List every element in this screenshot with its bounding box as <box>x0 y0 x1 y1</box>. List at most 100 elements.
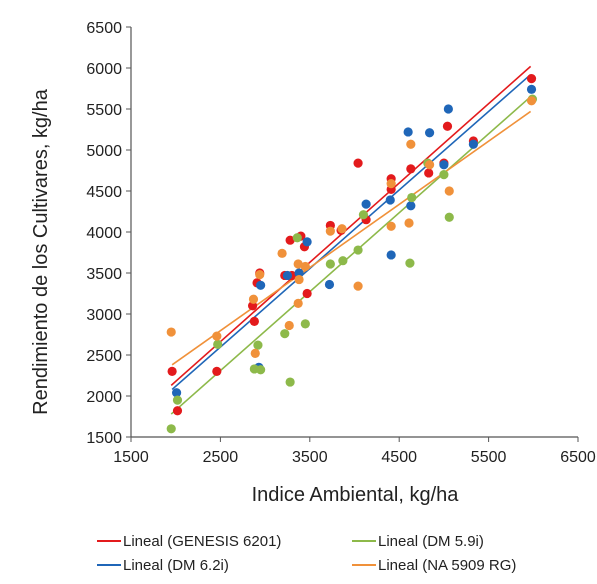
point-dm-5-9i <box>439 170 449 180</box>
y-tick-label: 2500 <box>86 348 122 365</box>
trend-line-dm-5-9i <box>170 96 532 415</box>
point-na-5909-rg <box>293 259 303 269</box>
point-dm-6-2i <box>424 128 435 138</box>
legend-label-na-5909-rg: Lineal (NA 5909 RG) <box>378 557 516 574</box>
point-na-5909-rg <box>166 327 176 337</box>
point-na-5909-rg <box>300 261 310 272</box>
legend: Lineal (GENESIS 6201) Lineal (DM 6.2i) Lin… <box>97 533 516 574</box>
y-tick-label: 3000 <box>86 307 122 324</box>
point-dm-5-9i <box>253 340 263 350</box>
legend-label-dm-5-9i: Lineal (DM 5.9i) <box>378 533 484 550</box>
point-dm-6-2i <box>468 139 479 149</box>
point-dm-6-2i <box>403 127 413 137</box>
point-dm-6-2i <box>171 388 182 398</box>
x-tick-label: 4500 <box>381 449 417 466</box>
x-tick-label: 2500 <box>203 449 239 466</box>
y-tick-label: 6500 <box>86 20 122 37</box>
y-tick-label: 3500 <box>86 266 122 283</box>
point-genesis-6201 <box>442 121 453 131</box>
point-dm-5-9i <box>405 258 415 268</box>
point-dm-5-9i <box>325 259 335 269</box>
point-dm-5-9i <box>280 329 290 339</box>
point-dm-5-9i <box>256 365 266 375</box>
point-genesis-6201 <box>249 316 259 326</box>
trend-lines <box>170 65 532 415</box>
point-dm-6-2i <box>256 280 266 290</box>
point-dm-5-9i <box>172 395 183 405</box>
trend-line-na-5909-rg <box>171 110 532 366</box>
point-dm-6-2i <box>386 250 396 260</box>
point-dm-6-2i <box>526 84 537 94</box>
axes <box>130 27 578 438</box>
x-axis-label: Indice Ambiental, kg/ha <box>252 484 460 506</box>
point-dm-5-9i <box>353 245 363 255</box>
point-na-5909-rg <box>526 96 537 106</box>
point-dm-5-9i <box>300 319 310 329</box>
point-na-5909-rg <box>284 320 294 331</box>
x-tick-label: 3500 <box>292 449 328 466</box>
point-na-5909-rg <box>406 139 416 149</box>
point-dm-5-9i <box>213 339 223 349</box>
point-genesis-6201 <box>424 168 434 178</box>
point-dm-5-9i <box>292 233 302 243</box>
y-tick-label: 4500 <box>86 184 122 201</box>
y-tick-label: 1500 <box>86 430 122 447</box>
point-genesis-6201 <box>302 288 312 299</box>
point-dm-6-2i <box>406 201 416 211</box>
legend-label-genesis-6201: Lineal (GENESIS 6201) <box>123 533 281 550</box>
legend-label-dm-6-2i: Lineal (DM 6.2i) <box>123 557 229 574</box>
point-na-5909-rg <box>424 160 435 170</box>
y-tick-label: 5500 <box>86 102 122 119</box>
y-tick-label: 5000 <box>86 143 122 160</box>
y-tick-labels: 1500 2000 2500 3000 3500 4000 4500 5000 5500 6000… <box>86 20 131 447</box>
point-genesis-6201 <box>526 74 537 84</box>
point-dm-6-2i <box>439 160 449 170</box>
y-tick-label: 2000 <box>86 389 122 406</box>
point-na-5909-rg <box>212 331 222 341</box>
data-points <box>166 74 538 434</box>
x-tick-label: 1500 <box>113 449 149 466</box>
point-dm-6-2i <box>282 270 293 281</box>
point-na-5909-rg <box>337 224 347 234</box>
point-genesis-6201 <box>172 406 183 416</box>
point-na-5909-rg <box>386 179 396 189</box>
point-dm-6-2i <box>361 199 371 209</box>
point-dm-6-2i <box>385 195 395 205</box>
point-na-5909-rg <box>353 281 363 291</box>
point-dm-5-9i <box>358 210 369 220</box>
point-dm-5-9i <box>444 212 454 222</box>
point-genesis-6201 <box>212 366 222 376</box>
point-genesis-6201 <box>406 164 416 174</box>
point-na-5909-rg <box>386 221 396 231</box>
point-na-5909-rg <box>248 294 259 304</box>
trend-line-genesis-6201 <box>170 65 532 386</box>
point-genesis-6201 <box>285 235 295 245</box>
point-na-5909-rg <box>255 270 265 280</box>
y-tick-label: 6000 <box>86 61 122 78</box>
point-dm-5-9i <box>285 377 295 387</box>
point-dm-5-9i <box>407 192 417 203</box>
point-na-5909-rg <box>325 226 335 236</box>
point-dm-5-9i <box>166 424 176 434</box>
point-na-5909-rg <box>404 218 414 228</box>
x-tick-label: 6500 <box>560 449 596 466</box>
trend-line-dm-6-2i <box>171 73 532 391</box>
point-dm-6-2i <box>302 237 312 247</box>
x-tick-labels: 1500 2500 3500 4500 5500 6500 <box>113 437 596 466</box>
point-na-5909-rg <box>277 248 287 258</box>
point-na-5909-rg <box>250 348 260 358</box>
y-axis-label: Rendimiento de los Cultivares, kg/ha <box>30 88 52 415</box>
point-dm-6-2i <box>294 268 304 278</box>
point-na-5909-rg <box>294 274 304 285</box>
point-na-5909-rg <box>293 298 303 308</box>
point-dm-5-9i <box>338 256 348 266</box>
y-tick-label: 4000 <box>86 225 122 242</box>
x-tick-label: 5500 <box>471 449 507 466</box>
point-dm-6-2i <box>443 104 453 114</box>
point-dm-6-2i <box>324 279 335 290</box>
point-na-5909-rg <box>444 186 454 196</box>
point-genesis-6201 <box>353 158 363 168</box>
point-genesis-6201 <box>167 366 177 376</box>
